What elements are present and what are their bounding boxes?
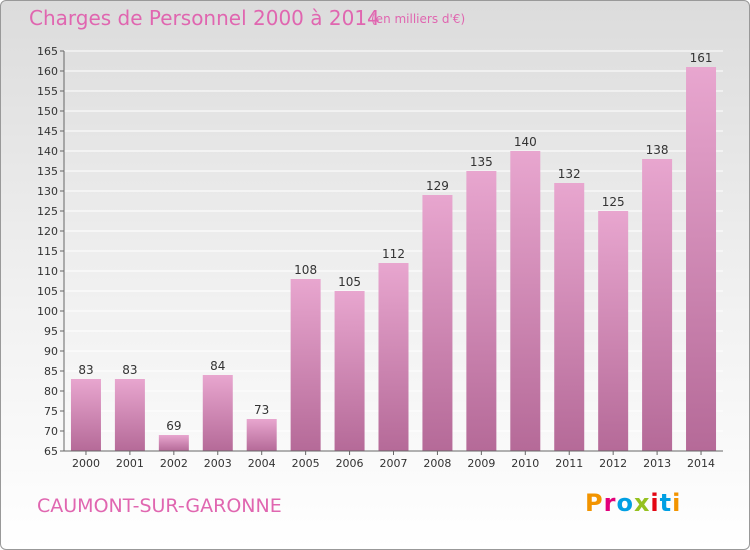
data-labels: 83 83 69 84 73 108 105 112 129 135 140 132 125 138 161 (78, 51, 712, 433)
data-label-2010: 140 (514, 135, 537, 149)
commune-name: CAUMONT-SUR-GARONNE (37, 495, 282, 517)
x-tick-label-2003: 2003 (204, 457, 232, 470)
x-tick-label-2001: 2001 (116, 457, 144, 470)
y-tick-label: 75 (44, 405, 58, 418)
data-label-2009: 135 (470, 155, 493, 169)
bar-2011 (554, 183, 585, 451)
y-tick-label: 125 (37, 205, 58, 218)
brand-logo: Proxiti (585, 489, 682, 517)
x-tick-label-2002: 2002 (160, 457, 188, 470)
bar-2001 (114, 379, 145, 451)
y-tick-label: 65 (44, 445, 58, 458)
y-tick-label: 85 (44, 365, 58, 378)
y-tick-label: 115 (37, 245, 58, 258)
data-label-2001: 83 (122, 363, 137, 377)
y-tick-label: 90 (44, 345, 58, 358)
bar-2000 (70, 379, 101, 451)
y-tick-label: 120 (37, 225, 58, 238)
y-tick-label: 110 (37, 265, 58, 278)
bar-2013 (642, 159, 673, 451)
y-tick-label: 135 (37, 165, 58, 178)
chart-subtitle: (en milliers d'€) (371, 12, 466, 26)
data-label-2007: 112 (382, 247, 405, 261)
data-label-2014: 161 (690, 51, 713, 65)
y-tick-label: 95 (44, 325, 58, 338)
data-label-2000: 83 (78, 363, 93, 377)
data-label-2005: 108 (294, 263, 317, 277)
bar-2008 (422, 195, 453, 451)
y-tick-label: 140 (37, 145, 58, 158)
y-tick-label: 160 (37, 65, 58, 78)
x-tick-label-2006: 2006 (336, 457, 364, 470)
y-tick-label: 155 (37, 85, 58, 98)
y-tick-label: 145 (37, 125, 58, 138)
x-tick-label-2012: 2012 (599, 457, 627, 470)
x-tick-label-2004: 2004 (248, 457, 276, 470)
bar-2012 (598, 211, 629, 451)
x-tick-label-2009: 2009 (467, 457, 495, 470)
y-tick-label: 80 (44, 385, 58, 398)
bar-2007 (378, 263, 409, 451)
bars (70, 67, 717, 451)
data-label-2003: 84 (210, 359, 225, 373)
x-tick-label-2008: 2008 (423, 457, 451, 470)
data-label-2006: 105 (338, 275, 361, 289)
y-tick-label: 150 (37, 105, 58, 118)
x-tick-label-2000: 2000 (72, 457, 100, 470)
y-tick-label: 70 (44, 425, 58, 438)
chart-title: Charges de Personnel 2000 à 2014 (29, 6, 380, 30)
data-label-2012: 125 (602, 195, 625, 209)
y-tick-label: 105 (37, 285, 58, 298)
x-tick-label-2014: 2014 (687, 457, 715, 470)
x-tick-label-2005: 2005 (292, 457, 320, 470)
bar-2004 (246, 419, 277, 451)
data-label-2013: 138 (646, 143, 669, 157)
y-axis: 65 70 75 80 85 90 95 100 105 110 115 120 125 130 135 14… (37, 45, 65, 458)
x-tick-label-2007: 2007 (380, 457, 408, 470)
bar-2010 (510, 151, 541, 451)
bar-2009 (466, 171, 497, 451)
x-axis: 2000 2001 2002 2003 2004 2005 2006 2007 2008 2009… (64, 450, 723, 470)
bar-2014 (686, 67, 717, 451)
y-tick-label: 130 (37, 185, 58, 198)
data-label-2002: 69 (166, 419, 181, 433)
data-label-2004: 73 (254, 403, 269, 417)
bar-2002 (158, 435, 189, 451)
x-tick-label-2011: 2011 (555, 457, 583, 470)
y-tick-label: 100 (37, 305, 58, 318)
y-tick-label: 165 (37, 45, 58, 58)
bar-2003 (202, 375, 233, 451)
bar-2006 (334, 291, 365, 451)
data-label-2011: 132 (558, 167, 581, 181)
bar-2005 (290, 279, 321, 451)
data-label-2008: 129 (426, 179, 449, 193)
x-tick-label-2010: 2010 (511, 457, 539, 470)
x-tick-label-2013: 2013 (643, 457, 671, 470)
